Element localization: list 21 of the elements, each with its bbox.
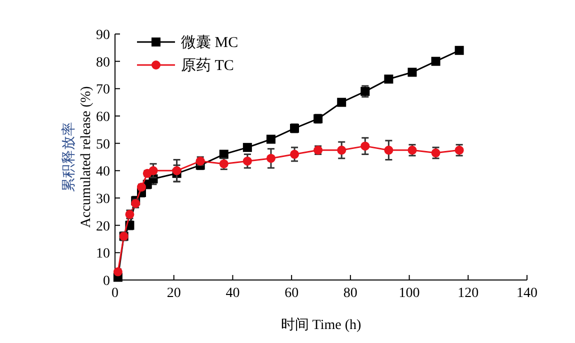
x-tick-label: 60	[284, 286, 299, 301]
y-tick-label: 90	[96, 28, 110, 43]
y-axis-title: 累积释放率 Accumulated release (%)	[61, 86, 94, 228]
y-tick-label: 0	[103, 274, 110, 289]
y-tick-label: 10	[96, 246, 110, 262]
y-tick-label: 70	[96, 82, 110, 98]
y-tick-label: 60	[96, 110, 110, 125]
y-tick-label: 50	[96, 137, 110, 152]
x-tick-label: 120	[458, 286, 479, 301]
y-tick-label: 30	[96, 192, 110, 207]
x-tick-label: 40	[226, 286, 240, 301]
x-tick-label: 140	[516, 286, 538, 301]
x-tick-label: 20	[166, 286, 181, 301]
x-axis-title: 时间 Time (h)	[280, 317, 362, 333]
x-tick-label: 80	[343, 286, 358, 301]
y-tick-label: 20	[96, 219, 110, 234]
y-tick-label: 80	[96, 55, 110, 70]
x-tick-label: 100	[398, 286, 420, 301]
y-tick-label: 40	[96, 164, 110, 180]
legend-label: 微囊 MC	[181, 34, 238, 51]
legend-label: 原药 TC	[181, 57, 234, 74]
